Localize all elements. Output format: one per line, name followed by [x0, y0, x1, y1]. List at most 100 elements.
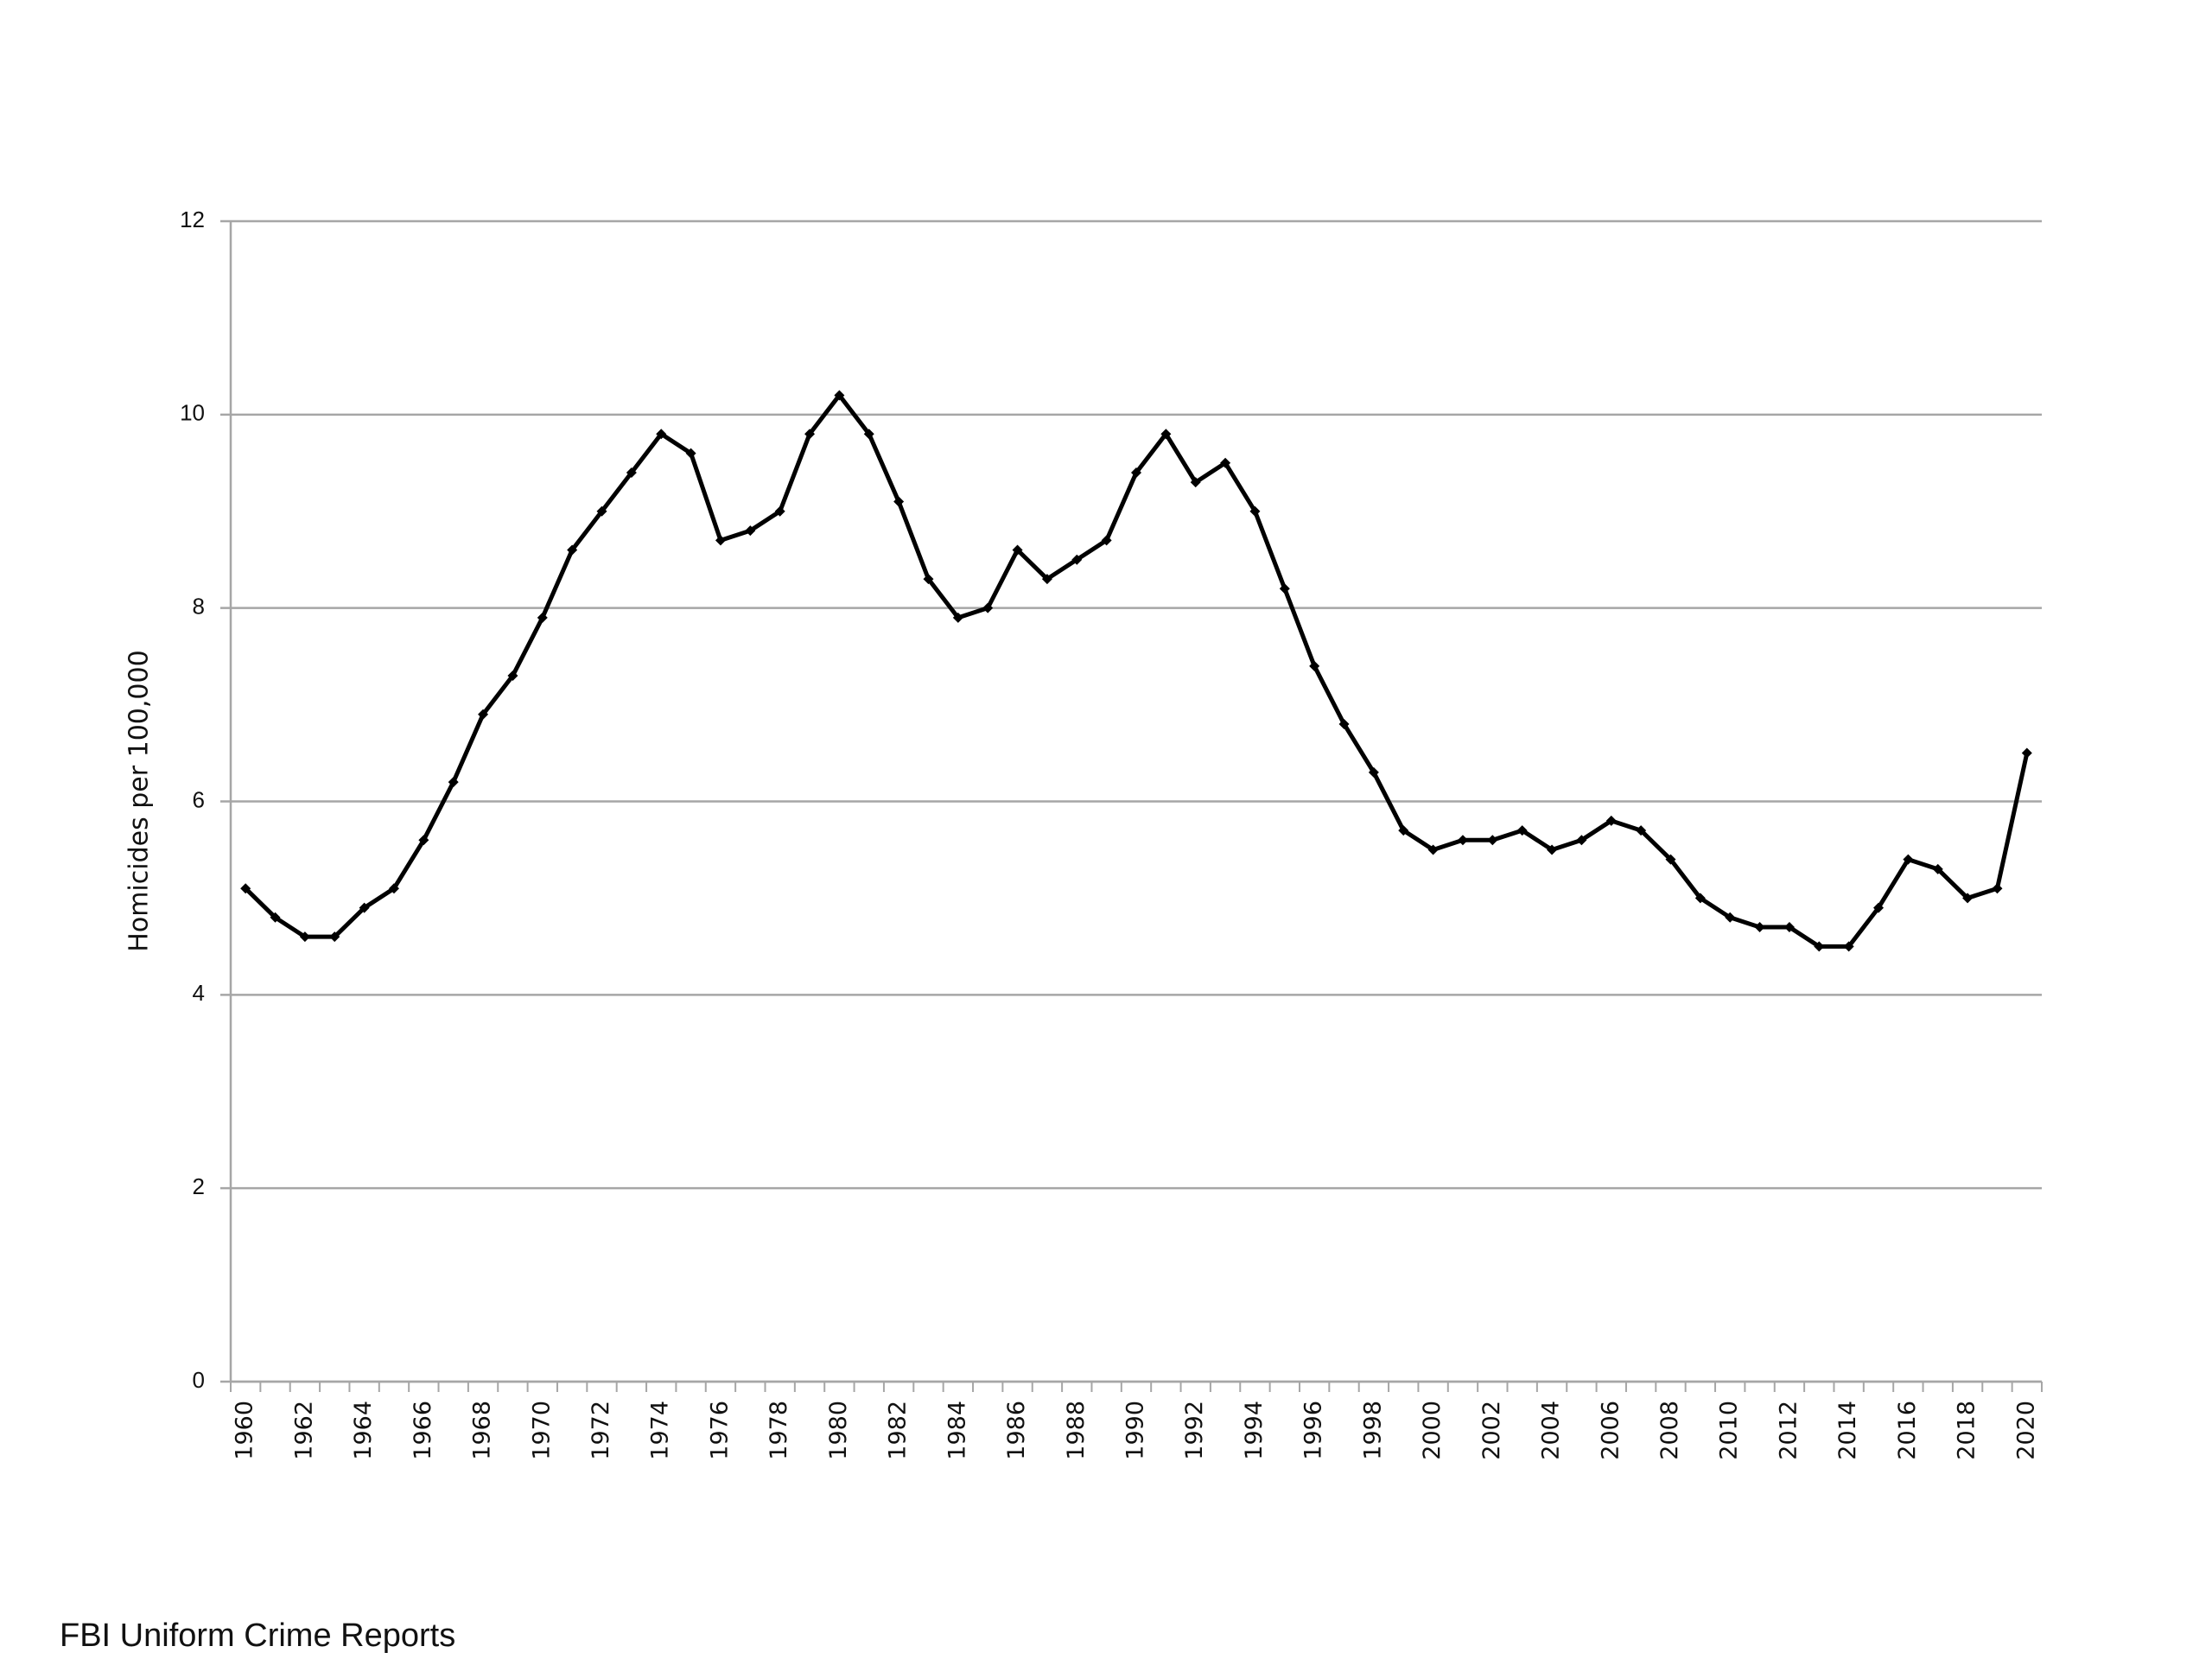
marker	[448, 777, 459, 788]
marker	[804, 429, 816, 440]
marker	[1962, 893, 1974, 904]
marker	[1694, 893, 1706, 904]
marker	[1605, 815, 1617, 826]
marker	[1338, 718, 1350, 729]
marker	[923, 574, 934, 585]
x-tick-label: 1960	[232, 1401, 258, 1460]
marker	[715, 535, 726, 546]
marker	[1220, 457, 1231, 468]
marker	[1547, 844, 1558, 855]
y-axis-label: Homicides per 100,000	[124, 650, 155, 951]
marker	[478, 709, 489, 720]
x-tick-label: 2016	[1894, 1401, 1921, 1460]
y-tick-label: 2	[193, 1173, 205, 1199]
x-tick-label: 1962	[290, 1401, 317, 1460]
x-tick-label: 1988	[1063, 1401, 1090, 1460]
y-tick-label: 10	[180, 400, 205, 426]
x-tick-label: 1986	[1003, 1401, 1030, 1460]
x-tick-label: 1972	[588, 1401, 614, 1460]
marker	[1249, 505, 1261, 517]
x-tick-label: 2010	[1716, 1401, 1743, 1460]
marker	[834, 390, 845, 401]
marker	[1754, 921, 1765, 932]
marker	[745, 525, 756, 537]
marker	[1843, 941, 1854, 952]
marker	[1814, 941, 1825, 952]
marker	[893, 496, 905, 507]
marker	[567, 544, 578, 556]
x-tick-label: 1974	[647, 1401, 674, 1460]
marker	[982, 602, 994, 613]
marker	[1665, 854, 1676, 865]
y-tick-label: 12	[180, 207, 205, 232]
marker	[596, 505, 607, 517]
marker	[329, 931, 340, 943]
marker	[774, 505, 785, 517]
marker	[1457, 835, 1468, 846]
x-tick-label: 1978	[766, 1401, 792, 1460]
marker	[656, 429, 667, 440]
x-tick-label: 1964	[350, 1401, 377, 1460]
x-tick-label: 2018	[1954, 1401, 1980, 1460]
x-tick-label: 2002	[1478, 1401, 1505, 1460]
marker	[1725, 912, 1736, 923]
marker	[299, 931, 310, 943]
y-tick-label: 6	[193, 786, 205, 812]
y-tick-label: 8	[193, 594, 205, 620]
x-tick-label: 1976	[706, 1401, 733, 1460]
marker	[1783, 921, 1795, 932]
marker	[1932, 863, 1943, 874]
marker	[1487, 835, 1498, 846]
marker	[863, 429, 874, 440]
marker	[1636, 825, 1647, 836]
marker	[1516, 825, 1528, 836]
marker	[1012, 544, 1023, 556]
marker	[626, 467, 637, 478]
marker	[1160, 429, 1172, 440]
marker	[1071, 554, 1083, 565]
marker	[1992, 883, 2003, 894]
marker	[270, 912, 281, 923]
marker	[507, 671, 518, 682]
marker	[1903, 854, 1914, 865]
marker	[240, 883, 251, 894]
marker	[1576, 835, 1587, 846]
marker	[1190, 477, 1201, 488]
x-tick-label: 1998	[1359, 1401, 1386, 1460]
x-tick-label: 1980	[825, 1401, 852, 1460]
x-tick-label: 2020	[2012, 1401, 2039, 1460]
marker	[1368, 766, 1379, 778]
x-tick-label: 1970	[528, 1401, 555, 1460]
x-tick-label: 1982	[885, 1401, 912, 1460]
marker	[1131, 467, 1141, 478]
marker	[418, 835, 429, 846]
marker	[952, 612, 963, 623]
x-tick-label: 1990	[1122, 1401, 1149, 1460]
x-tick-label: 1984	[944, 1401, 970, 1460]
x-tick-label: 1966	[410, 1401, 436, 1460]
marker	[1873, 902, 1885, 913]
marker	[685, 448, 696, 459]
marker	[537, 612, 548, 623]
marker	[1427, 844, 1439, 855]
y-tick-label: 4	[193, 980, 205, 1006]
marker	[388, 883, 399, 894]
x-tick-label: 2008	[1656, 1401, 1683, 1460]
x-tick-label: 1994	[1241, 1401, 1268, 1460]
marker	[359, 902, 370, 913]
y-tick-label: 0	[193, 1367, 205, 1393]
x-tick-label: 2006	[1597, 1401, 1624, 1460]
marker	[1398, 825, 1409, 836]
x-tick-label: 2000	[1419, 1401, 1446, 1460]
marker	[1101, 535, 1112, 546]
marker	[1279, 583, 1290, 594]
x-tick-label: 2004	[1538, 1401, 1565, 1460]
x-tick-label: 1968	[469, 1401, 496, 1460]
x-tick-label: 1992	[1181, 1401, 1208, 1460]
x-tick-label: 2014	[1834, 1401, 1861, 1460]
marker	[2021, 747, 2032, 759]
x-tick-label: 1996	[1300, 1401, 1327, 1460]
x-tick-label: 2012	[1775, 1401, 1802, 1460]
marker	[1041, 574, 1052, 585]
